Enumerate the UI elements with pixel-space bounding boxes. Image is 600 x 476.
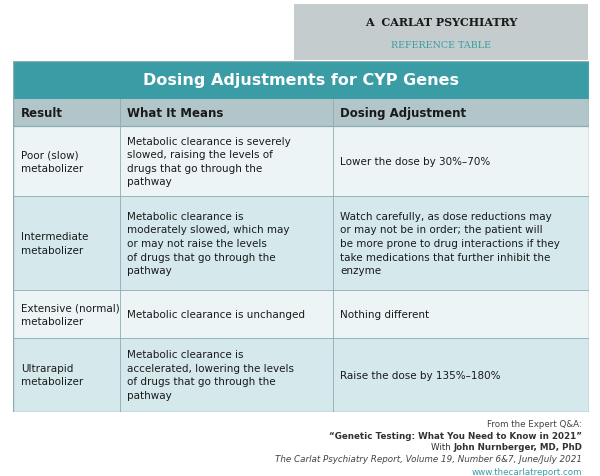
Bar <box>13 291 589 338</box>
Text: From the Expert Q&A:: From the Expert Q&A: <box>487 419 582 428</box>
Bar <box>13 62 589 99</box>
Text: John Nurnberger, MD, PhD: John Nurnberger, MD, PhD <box>453 442 582 451</box>
Bar <box>13 196 589 291</box>
Text: Metabolic clearance is severely
slowed, raising the levels of
drugs that go thro: Metabolic clearance is severely slowed, … <box>127 136 291 187</box>
Text: The Carlat Psychiatry Report, Volume 19, Number 6&7, June/July 2021: The Carlat Psychiatry Report, Volume 19,… <box>275 455 582 464</box>
Text: Metabolic clearance is
accelerated, lowering the levels
of drugs that go through: Metabolic clearance is accelerated, lowe… <box>127 349 294 400</box>
FancyBboxPatch shape <box>282 3 600 63</box>
Text: Result: Result <box>20 107 62 120</box>
Bar <box>13 338 589 412</box>
Bar <box>13 127 589 196</box>
Text: What It Means: What It Means <box>127 107 224 120</box>
Text: Dosing Adjustments for CYP Genes: Dosing Adjustments for CYP Genes <box>143 73 459 88</box>
Text: Nothing different: Nothing different <box>340 309 430 319</box>
Text: REFERENCE TABLE: REFERENCE TABLE <box>391 41 491 50</box>
Text: With: With <box>431 442 453 451</box>
Text: Metabolic clearance is unchanged: Metabolic clearance is unchanged <box>127 309 305 319</box>
Text: Poor (slow)
metabolizer: Poor (slow) metabolizer <box>20 150 83 173</box>
Text: Ultrarapid
metabolizer: Ultrarapid metabolizer <box>20 363 83 387</box>
Text: A  CARLAT PSYCHIATRY: A CARLAT PSYCHIATRY <box>365 17 517 28</box>
Text: www.thecarlatreport.com: www.thecarlatreport.com <box>472 466 582 476</box>
Text: Dosing Adjustment: Dosing Adjustment <box>340 107 466 120</box>
Bar <box>13 99 589 127</box>
Text: Metabolic clearance is
moderately slowed, which may
or may not raise the levels
: Metabolic clearance is moderately slowed… <box>127 211 290 276</box>
Text: “Genetic Testing: What You Need to Know in 2021”: “Genetic Testing: What You Need to Know … <box>329 431 582 440</box>
Text: Intermediate
metabolizer: Intermediate metabolizer <box>20 232 88 255</box>
Text: Raise the dose by 135%–180%: Raise the dose by 135%–180% <box>340 370 501 380</box>
Text: Watch carefully, as dose reductions may
or may not be in order; the patient will: Watch carefully, as dose reductions may … <box>340 211 560 276</box>
Text: Extensive (normal)
metabolizer: Extensive (normal) metabolizer <box>20 303 119 326</box>
Text: Lower the dose by 30%–70%: Lower the dose by 30%–70% <box>340 157 491 167</box>
